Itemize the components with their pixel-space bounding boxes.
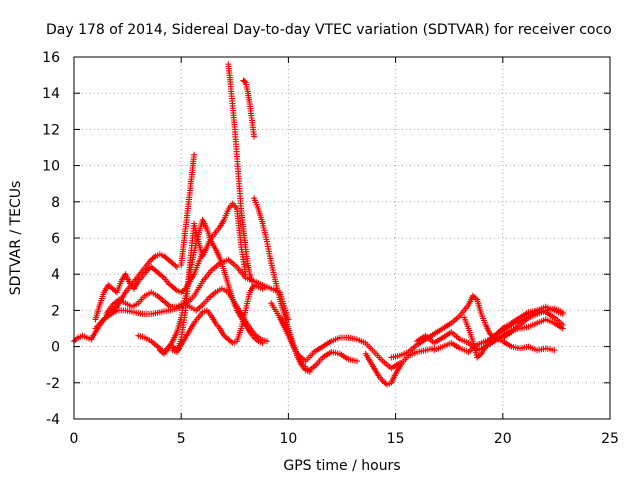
series-arc-2 [92,249,206,323]
series-markers [178,151,198,269]
y-tick-label: 10 [42,159,60,175]
series-arc-9 [225,61,255,285]
series-markers [461,307,566,361]
plot-frame [73,56,611,420]
series-markers [482,305,566,346]
y-tick-label: 8 [51,195,60,211]
series-arc-16 [414,316,566,354]
y-tick-label: 16 [42,50,60,66]
x-axis-label: GPS time / hours [283,458,400,474]
series-markers [268,300,403,372]
x-tick-label: 15 [387,431,405,447]
y-tick-label: 12 [42,122,60,138]
x-tick-label: 25 [601,431,619,447]
y-tick-label: 14 [42,86,60,102]
x-tick-label: 20 [494,431,512,447]
y-tick-label: 4 [51,267,60,283]
series-markers [169,282,270,355]
data-series [71,61,566,388]
y-tick-label: -4 [46,412,60,428]
series-arc-13 [268,300,403,372]
series-markers [414,316,566,354]
y-tick-label: 6 [51,231,60,247]
y-tick-label: 2 [51,303,60,319]
series-markers [71,251,180,345]
series-arc-14 [362,345,438,388]
series-markers [240,77,258,140]
x-tick-label: 0 [70,431,79,447]
series-arc-8 [178,151,198,269]
axis-ticks: 0 5 10 15 20 25 -4 -2 0 2 4 6 8 10 12 14 16 [42,50,619,447]
y-axis-label: SDTVAR / TECUs [8,181,24,296]
y-tick-label: 0 [51,340,60,356]
series-arc-18 [461,307,566,361]
series-arc-19 [482,305,566,346]
series-arc-1 [71,251,180,345]
x-tick-label: 5 [177,431,186,447]
series-markers [225,61,255,285]
chart-title: Day 178 of 2014, Sidereal Day-to-day VTE… [46,22,612,38]
series-arc-10 [240,77,258,140]
series-markers [92,249,206,323]
grid-lines [74,57,610,419]
x-tick-label: 10 [279,431,297,447]
series-arc-7 [169,282,270,355]
y-tick-label: -2 [46,376,60,392]
series-markers [362,345,438,388]
